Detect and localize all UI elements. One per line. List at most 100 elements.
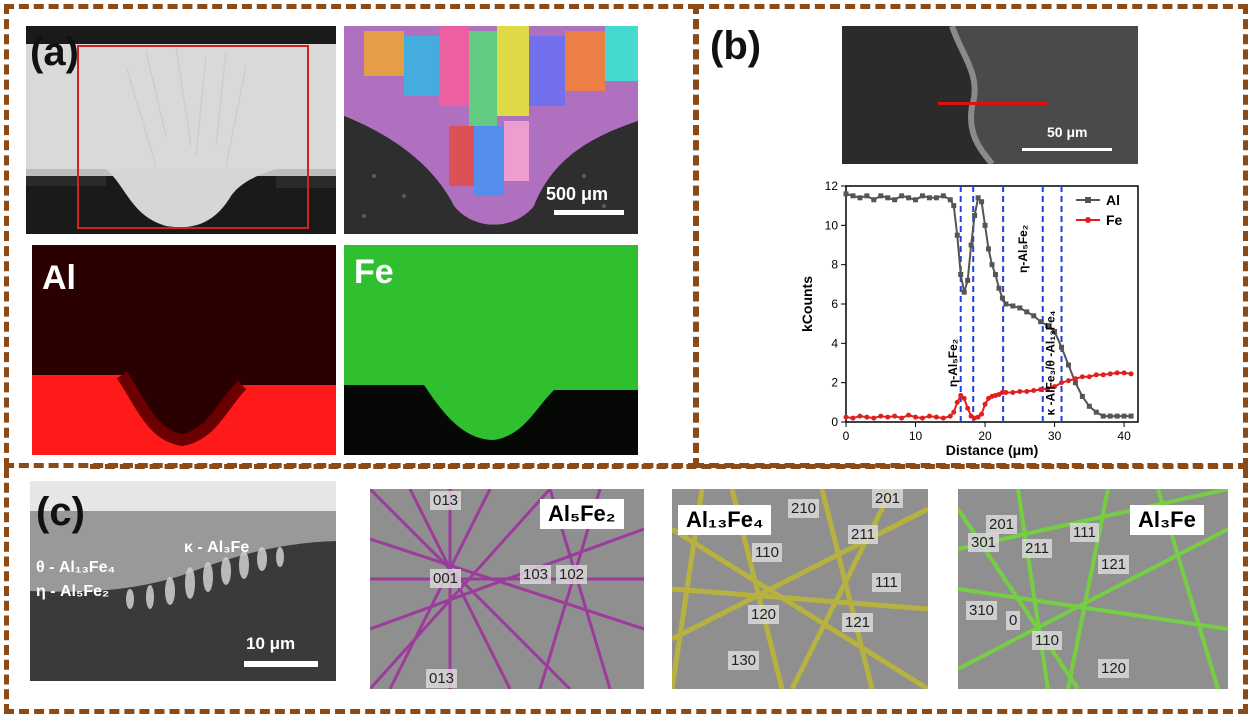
phase-label-eta: η - Al₅Fe₂ — [36, 583, 110, 600]
kikuchi-index: 121 — [1098, 555, 1130, 574]
linescan-chart: 0 10 20 30 40 0 2 4 6 8 10 12 Distance (μm) kCounts A… — [799, 179, 1139, 458]
legend-marker — [1085, 197, 1091, 203]
kikuchi-pattern-al13fe4: Al₁₃Fe₄ 210 201 211 110 111 120 121 130 — [672, 489, 928, 689]
data-point-fe — [892, 413, 898, 419]
data-point-al — [1100, 413, 1106, 419]
data-point-fe — [878, 413, 884, 419]
x-tick-label: 0 — [843, 429, 850, 443]
data-point-al — [1010, 303, 1016, 309]
x-axis-label: Distance (μm) — [946, 442, 1039, 458]
kikuchi-index: 103 — [520, 565, 552, 584]
data-point-fe — [979, 411, 985, 417]
data-point-al — [850, 193, 856, 199]
data-point-al — [885, 195, 891, 201]
y-tick-label: 0 — [831, 415, 838, 429]
data-point-al — [965, 277, 971, 283]
data-point-fe — [913, 414, 919, 420]
panel-b-label: (b) — [710, 24, 762, 68]
data-point-al — [906, 195, 912, 201]
data-point-fe — [906, 412, 912, 418]
data-point-al — [899, 193, 905, 199]
panel-b-scale-bar-label: 50 μm — [1047, 124, 1088, 140]
x-tick-label: 20 — [978, 429, 992, 443]
data-point-al — [989, 262, 995, 268]
data-point-fe — [940, 415, 946, 421]
kikuchi-pattern-al5fe2: Al₅Fe₂ 013 001 103 102 013 — [370, 489, 644, 689]
data-point-fe — [951, 409, 957, 415]
legend-marker — [1085, 217, 1091, 223]
data-point-fe — [1010, 390, 1016, 395]
plot-area — [845, 185, 1139, 423]
kikuchi-index: 111 — [1070, 523, 1099, 542]
data-point-al — [982, 222, 988, 228]
kikuchi-index: 211 — [1022, 539, 1052, 558]
kikuchi-index: 111 — [872, 573, 901, 592]
data-point-al — [933, 195, 939, 201]
data-point-fe — [961, 395, 967, 401]
data-point-fe — [843, 414, 849, 420]
data-point-al — [864, 193, 870, 199]
data-point-fe — [1114, 370, 1120, 376]
x-tick-label: 40 — [1117, 429, 1131, 443]
y-tick-label: 12 — [825, 179, 839, 193]
data-point-fe — [1065, 378, 1071, 384]
y-tick-label: 10 — [825, 218, 839, 232]
eds-al-map-image: Al — [32, 245, 336, 455]
data-point-fe — [1107, 371, 1113, 377]
phase-annotation: η-Al₅Fe₂ — [1016, 225, 1030, 273]
sem-interface-image: 50 μm — [842, 26, 1138, 164]
data-point-al — [979, 199, 985, 205]
kikuchi-index: 102 — [556, 565, 588, 584]
data-point-fe — [954, 399, 960, 405]
kikuchi-index: 211 — [848, 525, 878, 544]
pattern-title-al3fe: Al₃Fe — [1130, 505, 1204, 535]
data-point-al — [951, 203, 957, 209]
data-point-al — [996, 285, 1002, 291]
data-point-al — [892, 197, 898, 203]
data-point-fe — [1093, 372, 1099, 378]
data-point-fe — [919, 415, 925, 421]
data-point-fe — [1024, 389, 1030, 395]
data-point-al — [1024, 309, 1030, 315]
data-point-fe — [857, 413, 863, 419]
phase-label-theta: θ - Al₁₃Fe₄ — [36, 559, 116, 576]
kikuchi-index: 013 — [426, 669, 458, 688]
data-point-al — [940, 193, 946, 199]
sem-cross-section-image — [26, 26, 336, 234]
data-point-al — [1045, 323, 1051, 329]
y-tick-label: 2 — [831, 376, 838, 390]
kikuchi-index: 120 — [1098, 659, 1130, 678]
kikuchi-pattern-al3fe: Al₃Fe 201 301 211 111 121 310 0 110 120 — [958, 489, 1228, 689]
data-point-fe — [864, 414, 870, 420]
data-point-al — [919, 193, 925, 199]
data-point-fe — [982, 401, 988, 407]
kikuchi-index: 110 — [1032, 631, 1062, 650]
data-point-al — [972, 213, 978, 218]
data-point-al — [1065, 362, 1071, 368]
data-point-al — [947, 197, 953, 203]
legend-label: Al — [1106, 192, 1120, 208]
kikuchi-index: 110 — [752, 543, 782, 562]
data-point-fe — [975, 414, 981, 420]
data-point-al — [1052, 329, 1058, 335]
data-point-al — [1017, 305, 1023, 311]
data-point-al — [992, 272, 998, 277]
data-point-al — [1093, 409, 1099, 415]
data-point-al — [958, 272, 964, 277]
data-point-fe — [1072, 376, 1078, 382]
data-point-al — [954, 232, 960, 238]
data-point-al — [843, 191, 849, 197]
data-point-al — [913, 197, 919, 203]
data-point-fe — [1003, 390, 1009, 395]
data-point-fe — [850, 415, 856, 421]
kikuchi-index: 013 — [430, 491, 462, 510]
data-point-al — [1031, 313, 1037, 319]
data-point-fe — [926, 413, 932, 419]
data-point-fe — [1100, 372, 1106, 378]
kikuchi-index: 201 — [986, 515, 1018, 534]
panel-c-scale-bar-label: 10 μm — [246, 634, 296, 653]
data-point-fe — [1086, 374, 1092, 380]
data-point-al — [999, 295, 1005, 301]
phase-annotation: κ -AlFe₃/θ -Al₁₃Fe₄ — [1044, 310, 1058, 415]
data-point-fe — [999, 390, 1005, 395]
